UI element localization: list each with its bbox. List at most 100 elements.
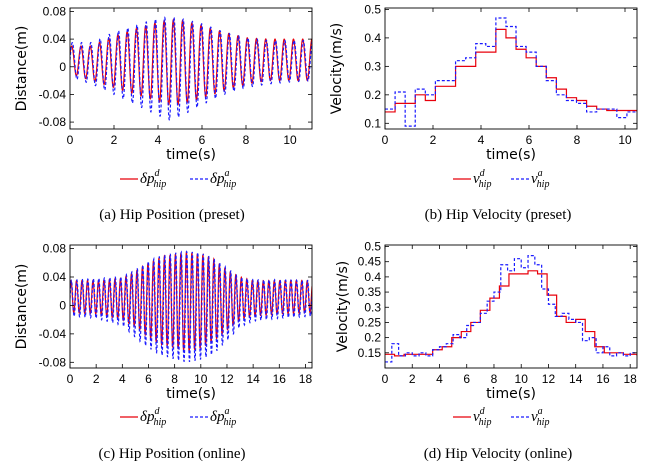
plot-frame bbox=[384, 7, 638, 130]
x-tick-label: 2 bbox=[93, 372, 100, 386]
legend-entry-desired: vd hip bbox=[473, 406, 491, 428]
x-tick-label: 6 bbox=[199, 133, 206, 147]
legend-superscript: a bbox=[224, 168, 229, 179]
y-tick-label: 0.08 bbox=[43, 242, 67, 256]
legend-symbol: v bbox=[473, 171, 480, 187]
legend-subscript: hip bbox=[537, 179, 550, 190]
x-tick-label: 0 bbox=[67, 372, 74, 386]
y-tick-label: -0.04 bbox=[39, 327, 67, 341]
y-tick-label: 0.5 bbox=[364, 2, 381, 16]
legend-symbol: v bbox=[531, 409, 538, 425]
x-tick-label: 8 bbox=[243, 133, 250, 147]
x-tick-label: 2 bbox=[111, 133, 118, 147]
y-tick-label: 0.25 bbox=[358, 315, 382, 329]
chart-panel-a: 0 2 4 6 8 10 -0.08 -0.04 0 0.04 0.08 time(s) Distanc… bbox=[14, 4, 313, 223]
x-tick-label: 10 bbox=[618, 133, 632, 147]
actual-series-line bbox=[70, 16, 312, 121]
x-tick-label: 8 bbox=[574, 133, 581, 147]
y-tick-label: 0.4 bbox=[364, 270, 381, 284]
panel-caption: (b) Hip Velocity (preset) bbox=[425, 207, 572, 223]
y-tick-label: 0.2 bbox=[364, 331, 381, 345]
plot-frame bbox=[384, 244, 638, 369]
x-tick-label: 4 bbox=[478, 133, 485, 147]
x-tick-label: 0 bbox=[67, 133, 74, 147]
y-axis-label: Distance(m) bbox=[14, 264, 30, 350]
y-tick-label: 0.3 bbox=[364, 300, 381, 314]
panel-caption: (c) Hip Position (online) bbox=[98, 446, 245, 462]
plot-area bbox=[70, 16, 312, 121]
legend-entry-actual: δpa hip bbox=[210, 168, 236, 190]
legend: vd hip va hip bbox=[453, 168, 549, 190]
legend-symbol: v bbox=[473, 409, 480, 425]
legend-entry-desired: δpd hip bbox=[140, 168, 166, 190]
y-tick-label: 0.35 bbox=[358, 285, 382, 299]
legend: δpd hip δpa hip bbox=[120, 168, 236, 190]
legend-symbol: δp bbox=[140, 171, 155, 187]
plot-frame bbox=[69, 244, 313, 369]
y-tick-label: 0.3 bbox=[364, 59, 381, 73]
legend-subscript: hip bbox=[479, 417, 492, 428]
desired-series-line bbox=[70, 18, 312, 106]
x-tick-label: 4 bbox=[436, 372, 443, 386]
legend-entry-desired: vd hip bbox=[473, 168, 491, 190]
panel-caption: (a) Hip Position (preset) bbox=[99, 207, 244, 223]
chart-panel-d: 0 2 4 6 8 10 12 14 16 18 0.150.2 0.250.30.350.40.45… bbox=[335, 240, 638, 462]
legend-entry-desired: δpd hip bbox=[140, 406, 166, 428]
x-tick-label: 14 bbox=[569, 372, 583, 386]
x-tick-label: 18 bbox=[624, 372, 638, 386]
legend-entry-actual: δpa hip bbox=[210, 406, 236, 428]
chart-panel-b: 0 2 4 6 8 10 0.1 0.2 0.3 0.4 0.5 time(s) Velocity(m/… bbox=[329, 2, 638, 223]
legend: δpd hip δpa hip bbox=[120, 406, 236, 428]
legend-subscript: hip bbox=[223, 417, 236, 428]
legend-superscript: d bbox=[154, 168, 160, 179]
legend-symbol: δp bbox=[210, 409, 225, 425]
x-tick-label: 2 bbox=[430, 133, 437, 147]
legend-symbol: δp bbox=[210, 171, 225, 187]
legend-superscript: a bbox=[538, 168, 543, 179]
x-tick-label: 16 bbox=[596, 372, 610, 386]
x-tick-label: 8 bbox=[491, 372, 498, 386]
x-tick-label: 8 bbox=[171, 372, 178, 386]
y-tick-label: 0.45 bbox=[358, 255, 382, 269]
plot-area bbox=[385, 17, 637, 127]
desired-series-line bbox=[385, 28, 637, 113]
panel-caption: (d) Hip Velocity (online) bbox=[424, 446, 572, 462]
y-tick-label: 0.4 bbox=[364, 31, 381, 45]
y-tick-label: 0.5 bbox=[364, 240, 381, 254]
actual-series-line bbox=[385, 255, 637, 363]
y-tick-label: 0 bbox=[59, 60, 66, 74]
y-tick-label: 0.2 bbox=[364, 88, 381, 102]
y-tick-label: 0.04 bbox=[43, 32, 67, 46]
x-axis-label: time(s) bbox=[486, 147, 536, 163]
y-tick-label: -0.04 bbox=[39, 87, 67, 101]
legend-subscript: hip bbox=[537, 417, 550, 428]
legend-subscript: hip bbox=[153, 179, 166, 190]
plot-frame bbox=[69, 7, 313, 130]
y-tick-label: -0.08 bbox=[39, 115, 67, 129]
chart-panel-c: 0 2 4 6 8 10 12 14 16 18 -0.08 -0.04 0 0.04 0.08 time(s… bbox=[14, 242, 312, 462]
legend-superscript: a bbox=[224, 406, 229, 417]
y-tick-label: 0.1 bbox=[364, 116, 381, 130]
y-axis-label: Velocity(m/s) bbox=[329, 23, 345, 115]
x-tick-label: 12 bbox=[542, 372, 556, 386]
x-tick-label: 4 bbox=[119, 372, 126, 386]
actual-series-line bbox=[70, 250, 312, 363]
x-tick-label: 10 bbox=[283, 133, 297, 147]
y-axis-label: Distance(m) bbox=[14, 26, 30, 112]
legend-superscript: d bbox=[480, 168, 486, 179]
x-tick-label: 18 bbox=[299, 372, 313, 386]
x-tick-label: 6 bbox=[145, 372, 152, 386]
legend-subscript: hip bbox=[479, 179, 492, 190]
legend-symbol: v bbox=[531, 171, 538, 187]
actual-series-line bbox=[385, 17, 637, 127]
y-tick-label: 0.15 bbox=[358, 346, 382, 360]
y-axis-label: Velocity(m/s) bbox=[335, 261, 351, 353]
x-axis-label: time(s) bbox=[486, 386, 536, 402]
legend-symbol: δp bbox=[140, 409, 155, 425]
y-tick-label: 0 bbox=[59, 298, 66, 312]
legend-entry-actual: va hip bbox=[531, 406, 549, 428]
legend-entry-actual: va hip bbox=[531, 168, 549, 190]
plot-area bbox=[70, 250, 312, 363]
desired-series-line bbox=[385, 270, 637, 357]
